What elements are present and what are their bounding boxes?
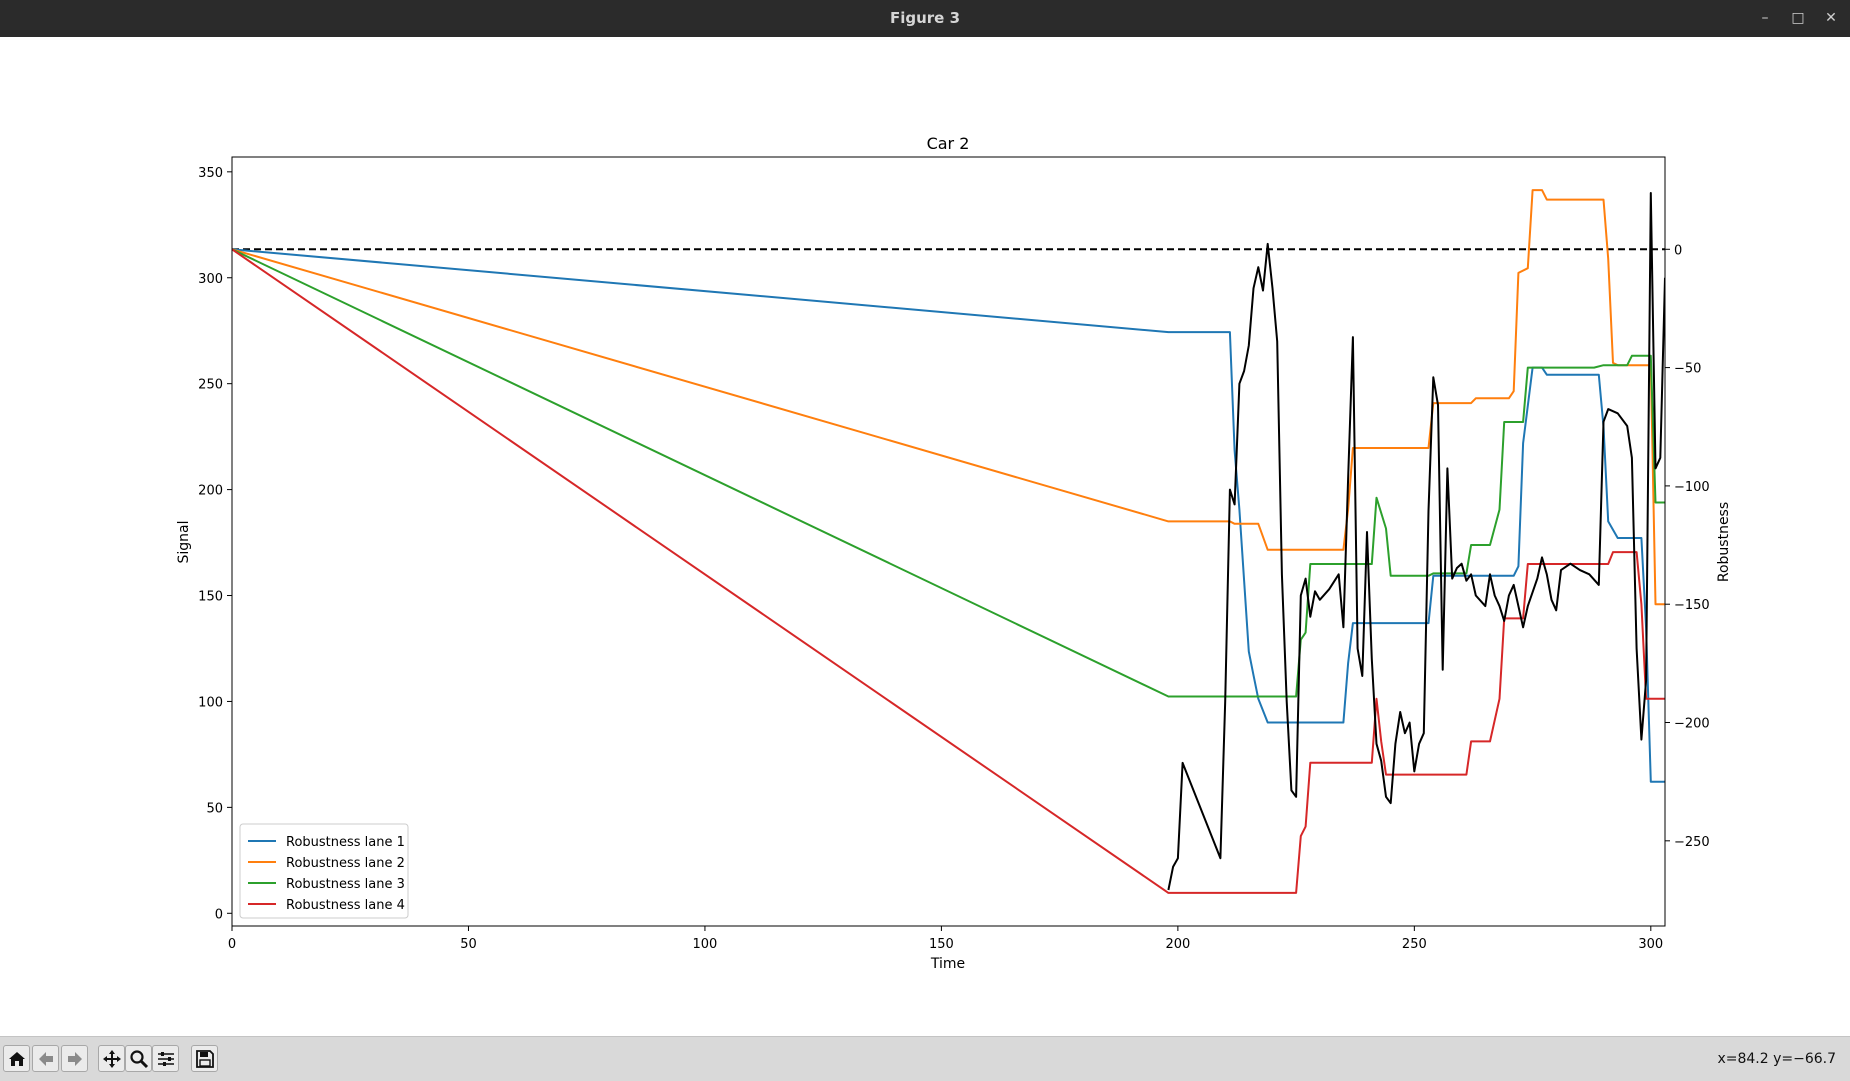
line-chart: 0 50 100 150 200 250 300 0 50 100 150 200 250 300 350 0… (176, 134, 1732, 972)
x-tick-label: 200 (1165, 937, 1190, 952)
y-tick-label: 0 (215, 907, 223, 922)
y-tick-label: 200 (198, 484, 223, 499)
y-tick-label: 100 (198, 695, 223, 710)
x-tick-label: 150 (929, 937, 954, 952)
window-title: Figure 3 (889, 9, 961, 27)
legend-item-label: Robustness lane 4 (286, 898, 405, 913)
y-tick-label: 350 (198, 166, 223, 181)
zoom-icon (130, 1050, 149, 1069)
series-line-4 (232, 248, 1665, 894)
maximize-icon[interactable]: □ (1791, 10, 1805, 26)
forward-icon (68, 1052, 82, 1066)
zoom-button[interactable] (125, 1045, 152, 1072)
y2-tick-label: −100 (1674, 480, 1710, 495)
x-tick-label: 300 (1638, 937, 1663, 952)
cursor-coordinates: x=84.2 y=−66.7 (1717, 1051, 1836, 1067)
y-tick-label: 300 (198, 272, 223, 287)
y2-tick-label: −200 (1674, 717, 1710, 732)
back-button[interactable] (32, 1045, 59, 1072)
configure-button[interactable] (152, 1045, 179, 1072)
save-button[interactable] (191, 1045, 218, 1072)
x-tick-label: 100 (693, 937, 718, 952)
home-icon (9, 1052, 25, 1066)
forward-button[interactable] (61, 1045, 88, 1072)
close-icon[interactable]: ✕ (1825, 10, 1837, 26)
y2-axis-label: Robustness (1716, 502, 1732, 582)
y2-tick-label: 0 (1674, 243, 1682, 258)
x-tick-label: 50 (460, 937, 477, 952)
y-tick-label: 250 (198, 378, 223, 393)
y-tick-label: 150 (198, 590, 223, 605)
pan-icon (103, 1050, 121, 1068)
y-tick-label: 50 (206, 801, 223, 816)
axes-frame (231, 156, 1666, 927)
series-line-2 (232, 189, 1665, 606)
home-button[interactable] (3, 1045, 30, 1072)
series-line-5 (1167, 192, 1665, 891)
legend-item-label: Robustness lane 3 (286, 877, 405, 892)
navigation-toolbar: x=84.2 y=−66.7 (0, 1036, 1850, 1081)
legend: Robustness lane 1 Robustness lane 2 Robust… (239, 823, 409, 919)
y2-tick-label: −150 (1674, 598, 1710, 613)
x-tick-label: 0 (228, 937, 236, 952)
y2-tick-label: −50 (1674, 362, 1701, 377)
y2-tick-label: −250 (1674, 835, 1710, 850)
pan-button[interactable] (98, 1045, 125, 1072)
legend-item-label: Robustness lane 1 (286, 835, 405, 850)
legend-box (239, 823, 409, 919)
series-line-3 (232, 248, 1665, 698)
chart-title: Car 2 (927, 134, 970, 153)
x-axis-label: Time (930, 956, 965, 972)
save-icon (196, 1050, 214, 1068)
series-line-1 (232, 248, 1665, 783)
y-axis-label: Signal (176, 520, 192, 563)
window-titlebar: Figure 3 – □ ✕ (0, 0, 1850, 37)
x-tick-label: 250 (1402, 937, 1427, 952)
minimize-icon[interactable]: – (1761, 10, 1769, 26)
legend-item-label: Robustness lane 2 (286, 856, 405, 871)
back-icon (39, 1052, 53, 1066)
figure-canvas: 0 50 100 150 200 250 300 0 50 100 150 200 250 300 350 0… (0, 37, 1850, 1036)
configure-icon (158, 1052, 174, 1066)
